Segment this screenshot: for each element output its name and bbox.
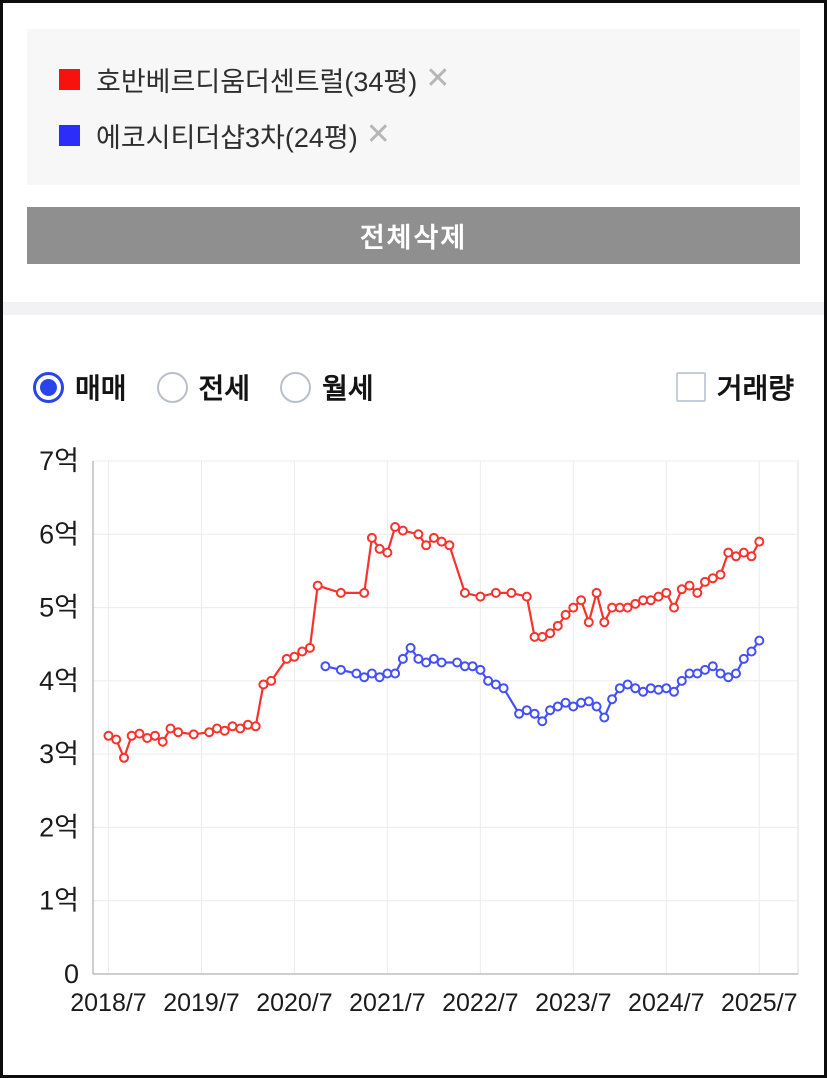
volume-checkbox-label: 거래량 bbox=[716, 373, 794, 404]
svg-text:1억: 1억 bbox=[39, 886, 79, 916]
volume-checkbox[interactable]: 거래량 bbox=[675, 367, 794, 407]
complex-1-label: 호반베르디움더센트럴(34평) bbox=[96, 66, 418, 97]
svg-text:2024/7: 2024/7 bbox=[628, 989, 704, 1017]
radio-label-jeonse: 전세 bbox=[198, 373, 251, 404]
svg-text:5억: 5억 bbox=[39, 593, 79, 623]
svg-text:2023/7: 2023/7 bbox=[535, 989, 611, 1017]
svg-text:2022/7: 2022/7 bbox=[442, 989, 518, 1017]
radio-label-sale: 매매 bbox=[75, 373, 127, 404]
complex-2-label: 에코시티더샵3차(24평) bbox=[96, 122, 358, 153]
chart-controls: 매매 전세 월세 거래량 bbox=[33, 367, 794, 407]
radio-trade-type-sale[interactable]: 매매 bbox=[33, 367, 157, 407]
blue-series-swatch bbox=[59, 124, 80, 146]
svg-text:0: 0 bbox=[64, 959, 79, 989]
svg-text:6억: 6억 bbox=[39, 519, 79, 549]
svg-text:7억: 7억 bbox=[39, 446, 79, 476]
remove-complex-2-icon[interactable]: ✕ bbox=[365, 118, 391, 151]
price-chart-svg: 2018/7 2019/7 2020/7 2021/7 2022/7 2023/7 2024… bbox=[39, 446, 799, 1017]
svg-text:2025/7: 2025/7 bbox=[721, 989, 797, 1017]
legend-item-complex-2: 에코시티더샵3차(24평) ✕ bbox=[59, 107, 768, 163]
svg-text:2019/7: 2019/7 bbox=[163, 989, 239, 1017]
red-series-swatch bbox=[59, 68, 80, 90]
svg-text:4억: 4억 bbox=[39, 666, 79, 696]
svg-text:3억: 3억 bbox=[39, 739, 79, 769]
section-divider bbox=[3, 302, 824, 315]
delete-all-button[interactable]: 전체삭제 bbox=[27, 207, 800, 264]
radio-unselected-icon bbox=[280, 371, 312, 403]
radio-selected-icon bbox=[33, 371, 64, 403]
checkbox-icon bbox=[675, 372, 706, 402]
radio-trade-type-jeonse[interactable]: 전세 bbox=[156, 367, 281, 407]
selected-complexes-panel: 호반베르디움더센트럴(34평) ✕ 에코시티더샵3차(24평) ✕ bbox=[27, 29, 800, 185]
remove-complex-1-icon[interactable]: ✕ bbox=[425, 62, 451, 95]
svg-text:2018/7: 2018/7 bbox=[70, 989, 146, 1017]
svg-text:2020/7: 2020/7 bbox=[256, 989, 332, 1017]
svg-text:2억: 2억 bbox=[39, 812, 79, 842]
radio-label-wolse: 월세 bbox=[322, 373, 374, 404]
legend-item-complex-1: 호반베르디움더센트럴(34평) ✕ bbox=[59, 51, 768, 107]
price-chart: 2018/7 2019/7 2020/7 2021/7 2022/7 2023/7 2024… bbox=[19, 441, 808, 1026]
radio-trade-type-wolse[interactable]: 월세 bbox=[280, 367, 404, 407]
radio-unselected-icon bbox=[156, 371, 188, 403]
svg-text:2021/7: 2021/7 bbox=[349, 989, 425, 1017]
